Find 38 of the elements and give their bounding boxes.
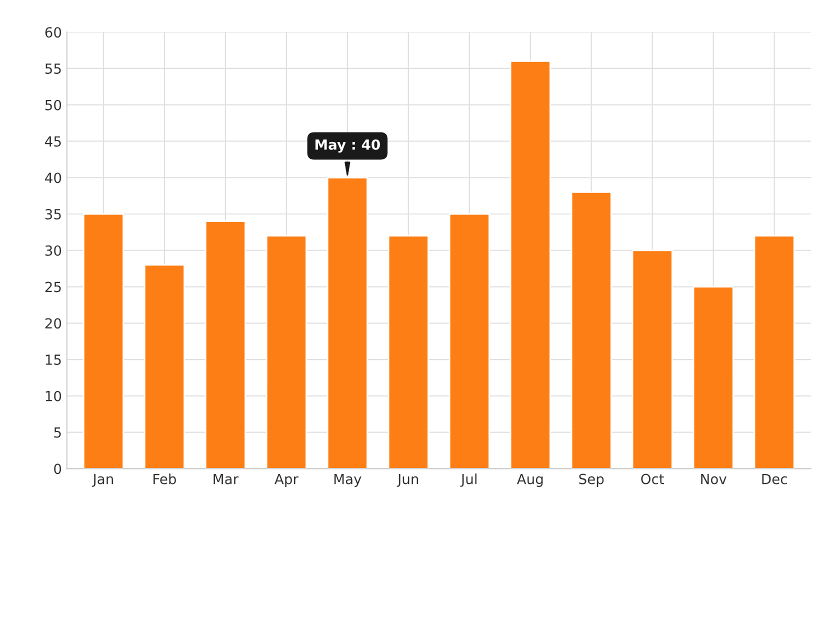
x-tick-label: Oct: [641, 474, 664, 484]
y-tick-label: 55: [45, 64, 61, 74]
x-tick-label: May: [334, 474, 362, 487]
bar: [692, 286, 734, 469]
y-tick-label: 20: [45, 318, 62, 329]
x-tick-label: Jul: [460, 474, 476, 487]
x-tick-label: Nov: [701, 474, 726, 484]
x-tick-label: Dec: [762, 474, 787, 484]
y-tick-label: 40: [45, 172, 62, 184]
y-tick-label: 25: [45, 282, 61, 292]
annotation: May : 40: [316, 139, 380, 153]
x-tick-label: Jun: [396, 474, 418, 487]
bar: [204, 220, 246, 469]
y-tick-label: 30: [45, 245, 62, 256]
bar: [510, 60, 551, 469]
y-tick-label: 60: [45, 27, 62, 38]
y-tick-label: 10: [46, 390, 62, 402]
bar: [144, 264, 185, 469]
x-tick-label: Aug: [516, 474, 543, 487]
x-tick-label: Sep: [579, 474, 604, 487]
y-tick-label: 5: [54, 427, 61, 438]
bar: [326, 176, 368, 469]
y-tick-label: 50: [45, 100, 62, 110]
bar: [448, 213, 490, 469]
x-tick-label: Mar: [214, 474, 239, 484]
bar: [632, 250, 673, 469]
bar: [570, 191, 612, 469]
bar: [266, 235, 307, 469]
y-tick-label: 45: [45, 136, 61, 147]
x-tick-label: Jan: [92, 474, 113, 487]
y-tick-label: 15: [46, 354, 61, 365]
y-tick-label: 35: [45, 208, 61, 220]
x-tick-label: Feb: [154, 474, 176, 484]
bar: [754, 235, 795, 469]
x-tick-label: Apr: [274, 474, 298, 487]
bar: [82, 213, 124, 469]
bar: [388, 235, 429, 469]
y-tick-label: 0: [54, 464, 62, 474]
